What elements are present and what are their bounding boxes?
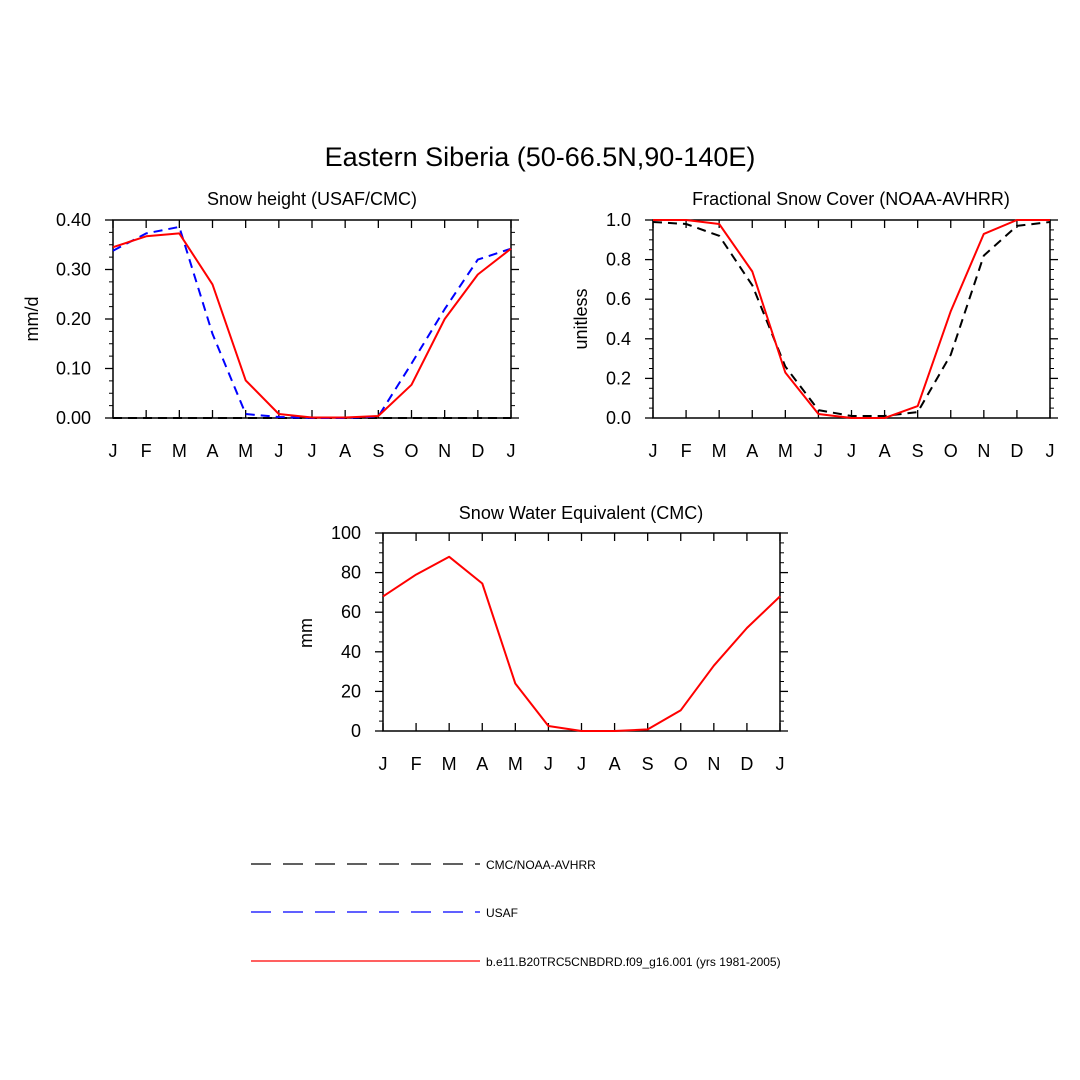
x-tick-label: J [1046,441,1055,461]
x-tick-label: A [609,754,621,774]
x-tick-label: S [372,441,384,461]
y-tick-label: 40 [341,642,361,662]
x-tick-label: J [544,754,553,774]
legend: CMC/NOAA-AVHRR USAF b.e11.B20TRC5CNBDRD.… [251,858,781,969]
x-tick-label: A [476,754,488,774]
x-tick-label: S [642,754,654,774]
y-tick-label: 1.0 [606,210,631,230]
y-tick-label: 0.10 [56,359,91,379]
x-tick-label: J [507,441,516,461]
series-line-1 [653,219,1050,419]
x-tick-label: M [172,441,187,461]
x-tick-label: D [471,441,484,461]
x-tick-label: N [977,441,990,461]
x-tick-label: A [206,441,218,461]
y-tick-label: 0.6 [606,289,631,309]
x-tick-label: A [339,441,351,461]
y-axis-label: mm/d [22,297,42,342]
y-tick-label: 0.0 [606,408,631,428]
y-tick-label: 60 [341,602,361,622]
y-tick-label: 0.2 [606,368,631,388]
x-tick-label: F [411,754,422,774]
figure-title: Eastern Siberia (50-66.5N,90-140E) [325,142,756,172]
x-tick-label: N [438,441,451,461]
plot-frame [382,532,781,732]
y-tick-label: 0.00 [56,408,91,428]
y-tick-label: 0.4 [606,329,631,349]
panel-title: Snow height (USAF/CMC) [207,189,417,209]
series-line-2 [112,232,512,419]
x-tick-label: S [912,441,924,461]
x-tick-label: J [308,441,317,461]
y-tick-label: 0.40 [56,210,91,230]
x-tick-label: J [109,441,118,461]
y-tick-label: 100 [331,523,361,543]
x-tick-label: J [577,754,586,774]
x-tick-label: O [404,441,418,461]
x-tick-label: N [707,754,720,774]
x-tick-label: A [879,441,891,461]
legend-label-model: b.e11.B20TRC5CNBDRD.f09_g16.001 (yrs 198… [486,955,781,969]
x-tick-label: D [1010,441,1023,461]
x-tick-label: J [847,441,856,461]
x-tick-label: M [712,441,727,461]
y-tick-label: 0.8 [606,250,631,270]
x-tick-label: O [674,754,688,774]
panel-fractional-snow-cover: Fractional Snow Cover (NOAA-AVHRR) unitl… [571,189,1058,461]
x-tick-label: J [814,441,823,461]
panel-title: Snow Water Equivalent (CMC) [459,503,703,523]
x-tick-label: M [442,754,457,774]
y-axis-label: mm [296,618,316,648]
series-line-0 [382,555,781,732]
x-tick-label: J [776,754,785,774]
y-tick-label: 0 [351,721,361,741]
y-tick-label: 80 [341,563,361,583]
x-tick-label: J [379,754,388,774]
panel-title: Fractional Snow Cover (NOAA-AVHRR) [692,189,1010,209]
x-tick-label: A [746,441,758,461]
y-axis-label: unitless [571,288,591,349]
x-tick-label: O [944,441,958,461]
plot-frame [652,219,1051,419]
x-tick-label: F [681,441,692,461]
x-tick-label: M [778,441,793,461]
x-tick-label: M [508,754,523,774]
y-tick-label: 0.20 [56,309,91,329]
legend-label-cmc-noaa: CMC/NOAA-AVHRR [486,858,596,872]
y-tick-label: 0.30 [56,260,91,280]
x-tick-label: D [740,754,753,774]
y-tick-label: 20 [341,681,361,701]
legend-label-usaf: USAF [486,906,518,920]
x-tick-label: F [141,441,152,461]
x-tick-label: J [649,441,658,461]
x-tick-label: J [274,441,283,461]
x-tick-label: M [238,441,253,461]
series-line-0 [652,221,1051,417]
plot-frame [112,219,512,419]
series-line-1 [112,225,512,419]
